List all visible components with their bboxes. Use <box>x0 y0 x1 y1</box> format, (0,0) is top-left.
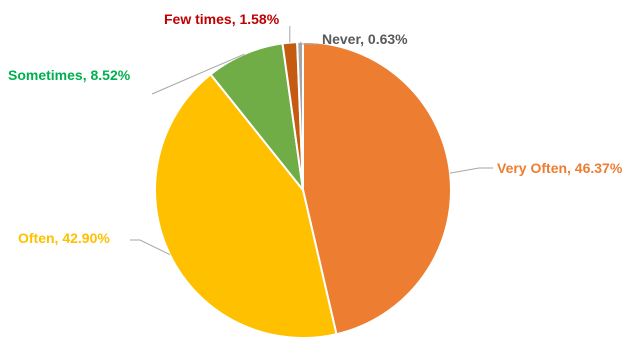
leader-line-sometimes <box>151 53 245 95</box>
slices-layer <box>154 41 452 337</box>
data-label-never: Never, 0.63% <box>322 31 408 47</box>
data-labels-layer: Very Often, 46.37% Often, 42.90% Sometim… <box>8 11 623 246</box>
data-label-few-times: Few times, 1.58% <box>164 11 280 27</box>
pie-slice-never <box>296 41 304 191</box>
leader-line-often <box>130 239 171 255</box>
pie-slice-very-often <box>302 41 452 336</box>
data-label-sometimes: Sometimes, 8.52% <box>8 67 131 83</box>
leader-lines-layer <box>130 26 493 255</box>
data-label-very-often: Very Often, 46.37% <box>497 160 623 176</box>
data-label-often: Often, 42.90% <box>18 230 110 246</box>
leader-line-never <box>299 41 318 45</box>
leader-line-very-often <box>449 167 493 174</box>
